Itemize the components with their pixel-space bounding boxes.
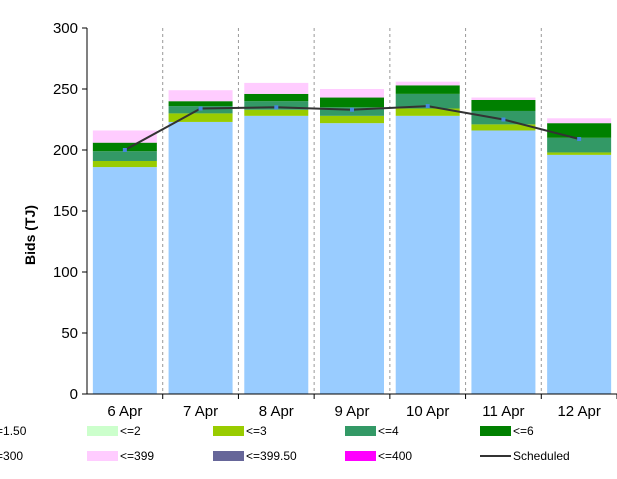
legend-swatch xyxy=(345,426,376,436)
bar-segment xyxy=(92,167,157,394)
scheduled-point xyxy=(577,137,582,142)
bar-segment xyxy=(92,142,157,152)
y-axis-label: Bids (TJ) xyxy=(22,205,38,265)
bar-segment xyxy=(471,99,536,111)
plot-area: 0 50 100 150 200 250 300 6 Apr 7 Apr 8 Apr 9 Apr 10… xyxy=(53,20,617,420)
bar-segment xyxy=(168,90,233,102)
legend-label: <=300 xyxy=(0,449,23,463)
bar-segment xyxy=(471,124,536,131)
bar-segment xyxy=(320,123,384,394)
bar-segment xyxy=(395,93,460,109)
scheduled-point xyxy=(425,104,430,109)
bar-segment xyxy=(395,115,460,394)
bar-segment xyxy=(395,108,460,116)
y-tick-label: 200 xyxy=(53,142,78,159)
legend-label: <=400 xyxy=(378,449,412,463)
bar-segment xyxy=(168,101,233,107)
legend-label: <=399.50 xyxy=(246,449,297,463)
bar-segment xyxy=(244,93,309,102)
bar-segment xyxy=(547,123,612,138)
bar-segment xyxy=(320,89,384,98)
bar-segment xyxy=(547,152,612,155)
x-tick-label: 10 Apr xyxy=(406,403,449,420)
bar-segment xyxy=(244,109,309,116)
y-tick-label: 0 xyxy=(70,386,78,403)
legend-swatch xyxy=(345,451,376,461)
scheduled-point xyxy=(274,105,279,110)
legend-swatch xyxy=(480,426,511,436)
x-tick-label: 6 Apr xyxy=(107,403,142,420)
bar-segment xyxy=(168,113,233,122)
bar-segment xyxy=(471,130,536,395)
bar-segment xyxy=(92,130,157,143)
legend-label: <=3 xyxy=(246,424,267,438)
x-tick-label: 11 Apr xyxy=(482,403,524,420)
bar-segment xyxy=(244,115,309,394)
scheduled-point xyxy=(122,148,127,152)
y-tick-label: 50 xyxy=(61,325,78,342)
bar-segment xyxy=(395,81,460,86)
x-tick-label: 9 Apr xyxy=(334,403,369,420)
bar-segment xyxy=(244,82,309,94)
scheduled-point xyxy=(198,106,203,111)
bar-segment xyxy=(547,137,612,153)
scheduled-point xyxy=(501,117,506,122)
legend-swatch xyxy=(213,426,244,436)
bar-segment xyxy=(168,121,233,394)
bar-segment xyxy=(547,154,612,394)
bar-segment xyxy=(471,97,536,100)
bar-segment xyxy=(92,160,157,168)
y-tick-label: 100 xyxy=(53,264,78,281)
legend-swatch xyxy=(87,451,118,461)
bar-segment xyxy=(320,97,384,108)
bar-segment xyxy=(547,118,612,124)
y-tick-label: 150 xyxy=(53,203,78,220)
x-tick-label: 7 Apr xyxy=(183,403,218,420)
bar-segment xyxy=(320,115,384,124)
legend-label: <=1.50 xyxy=(0,424,27,438)
legend-label: <=2 xyxy=(120,424,141,438)
legend-label: Scheduled xyxy=(513,449,570,463)
x-tick-label: 8 Apr xyxy=(259,403,294,420)
bar-segment xyxy=(92,151,157,161)
y-tick-label: 250 xyxy=(53,81,78,98)
x-tick-label: 12 Apr xyxy=(557,403,600,420)
legend-swatch xyxy=(87,426,118,436)
legend-swatch xyxy=(213,451,244,461)
y-tick-label: 300 xyxy=(53,20,78,37)
bar-segment xyxy=(395,85,460,94)
legend-label: <=6 xyxy=(513,424,534,438)
scheduled-point xyxy=(350,107,354,112)
legend: <=1.50 <=2 <=3 <=4 <=6 <=300 <=399 <=399.50 <=40… xyxy=(0,424,570,463)
legend-label: <=4 xyxy=(378,424,399,438)
legend-label: <=399 xyxy=(120,449,154,463)
